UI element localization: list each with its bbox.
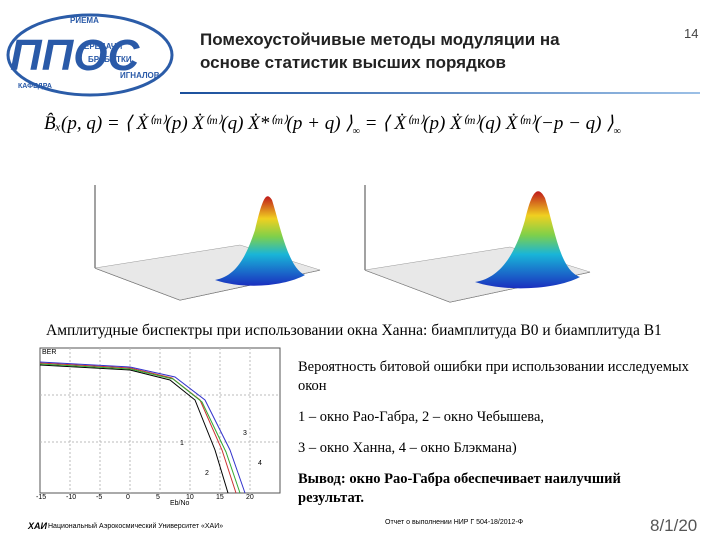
header-rule [180,92,700,94]
ber-x-tick-label: -10 [66,494,77,501]
ber-curve-label: 3 [243,430,247,437]
bispectrum-plot-2 [364,185,591,303]
footer-report: Отчет о выполнении НИР Г 504-18/2012-Ф [385,519,524,526]
header-title: Помехоустойчивые методы модуляции на осн… [200,28,560,74]
formula-sub: ∞ [613,125,621,137]
ber-xlabel: Eb/No [170,500,190,507]
text-block: Вероятность битовой ошибки при использов… [298,358,698,508]
ber-x-tick-label: -15 [36,494,47,501]
ber-x-tick-label: 5 [156,494,160,501]
formula-sub: ∞ [352,125,360,137]
bispectrum-plot-1 [94,185,321,301]
caption: Амплитудные биспектры при использовании … [46,322,662,339]
ber-curve-label: 2 [205,470,209,477]
formula-part: = [359,113,383,134]
formula-part: ⟨ Ẋ⁽ᵐ⁾(p) Ẋ⁽ᵐ⁾(q) Ẋ⁽ᵐ⁾(−p − q) ⟩ [382,113,614,134]
footer-university: Национальный Аэрокосмический Университет… [48,523,224,530]
ber-x-tick-label: 15 [216,494,224,501]
logo-big: ППОС [10,31,141,80]
formula-part: B̂ₓ(p, q) = [44,113,125,134]
paragraph: Вывод: окно Рао-Габра обеспечивает наилу… [298,471,621,506]
ber-plot [39,347,281,494]
ber-x-tick-label: 20 [246,494,254,501]
formula: B̂ₓ(p, q) = ⟨ Ẋ⁽ᵐ⁾(p) Ẋ⁽ᵐ⁾(q) Ẋ*⁽ᵐ⁾(p + … [44,112,621,137]
logo-word: РИЕМА [70,16,99,25]
logo-word: ЕРЕДАЧИ [84,42,122,51]
logo-word: ИГНАЛОВ [120,71,160,80]
logo-dept: КАФЕДРА [18,83,52,90]
footer-logo: ХАИ [28,521,47,531]
footer-date: 8/1/20 [650,516,698,535]
title-line: основе статистик высших порядков [200,53,507,72]
logo-ring [6,13,174,97]
ber-x-tick-label: -5 [96,494,103,501]
ber-curve-label: 1 [180,440,184,447]
ber-curve-label: 4 [258,460,262,467]
title-line: Помехоустойчивые методы модуляции на [200,30,560,49]
ber-x-tick-label: 0 [126,494,130,501]
formula-part: ⟨ Ẋ⁽ᵐ⁾(p) Ẋ⁽ᵐ⁾(q) Ẋ*⁽ᵐ⁾(p + q) ⟩ [124,113,353,134]
paragraph: 1 – окно Рао-Габра, 2 – окно Чебышева, [298,409,545,425]
slide-number: 14 [684,26,699,41]
logo-word: БРАБОТКИ [88,55,132,64]
ber-x-tick-label: 10 [186,494,194,501]
paragraph: Вероятность битовой ошибки при использов… [298,359,689,394]
ber-ylabel: BER [42,349,57,356]
paragraph: 3 – окно Ханна, 4 – окно Блэкмана) [298,440,517,456]
